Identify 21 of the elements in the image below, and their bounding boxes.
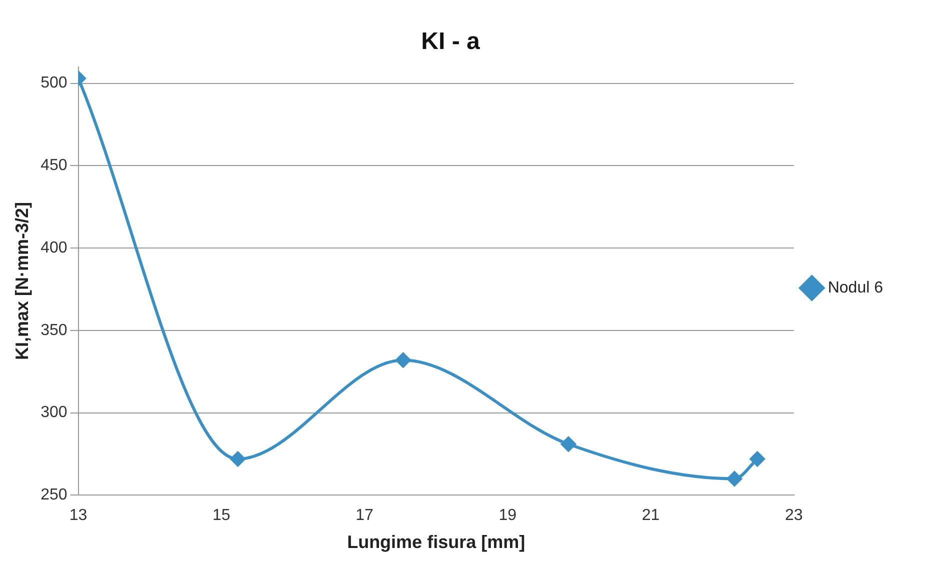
y-tick-label: 250 <box>40 486 68 504</box>
y-tick-label: 400 <box>40 239 68 256</box>
y-tick-label: 450 <box>40 157 68 174</box>
y-tick-label: 300 <box>40 404 68 422</box>
point <box>560 436 576 452</box>
x-tick-label: 21 <box>642 507 660 524</box>
x-axis-title: Lungime fisura [mm] <box>347 532 526 552</box>
y-tick-label: 500 <box>40 74 68 92</box>
x-tick-label: 23 <box>784 507 803 524</box>
point <box>230 451 246 466</box>
x-tick-label: 19 <box>498 507 517 524</box>
x-tick-label: 13 <box>69 507 88 524</box>
y-tick-label: 350 <box>40 322 68 339</box>
chart-title: KI - a <box>421 28 480 56</box>
y-axis-title: KI,max [N·mm-3/2] <box>12 202 32 360</box>
point <box>726 471 742 486</box>
x-tick-label: 17 <box>356 507 374 524</box>
point <box>750 451 765 466</box>
legend-label: Nodul 6 <box>828 279 884 296</box>
x-tick-label: 15 <box>212 507 230 524</box>
point <box>396 352 411 368</box>
